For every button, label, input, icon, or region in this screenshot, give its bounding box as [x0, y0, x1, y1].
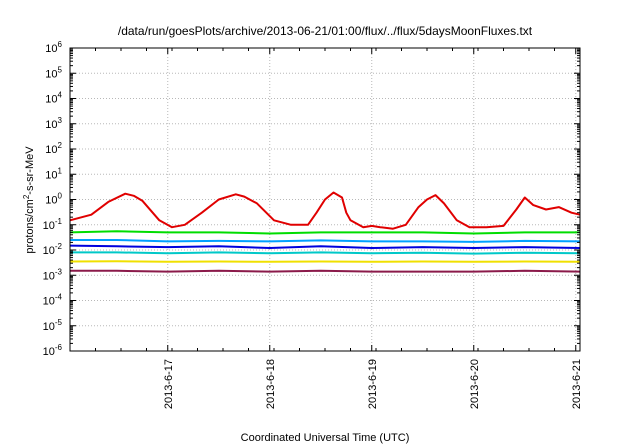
y-tick-label: 104 [45, 91, 62, 106]
y-tick-label: 10-3 [43, 267, 63, 282]
x-axis: 2013-6-17 2013-6-18 2013-6-19 2013-6-20 2013… [69, 48, 583, 409]
y-axis-label: protons/cm2-s-sr-MeV [22, 146, 36, 254]
x-tick-label: 2013-6-20 [469, 359, 481, 409]
y-axis: 10-6 10-5 10-4 10-3 10-2 10-1 100 101 102 103 104 1… [43, 40, 580, 358]
y-tick-label: 105 [45, 65, 62, 80]
series-line [70, 239, 581, 243]
y-tick-label: 101 [45, 166, 62, 181]
x-tick-label: 2013-6-18 [265, 359, 277, 409]
series-line [69, 191, 581, 230]
series-layer [69, 191, 581, 273]
y-tick-label: 103 [45, 116, 62, 131]
y-tick-label: 102 [45, 141, 62, 156]
series-line [69, 260, 581, 263]
series-line [69, 244, 581, 249]
y-tick-label: 10-4 [43, 293, 63, 308]
series-line [70, 251, 581, 255]
y-tick-label: 10-2 [43, 242, 63, 257]
y-tick-label: 10-5 [43, 318, 63, 333]
series-line [69, 230, 580, 235]
y-tick-label: 106 [45, 40, 62, 55]
x-tick-label: 2013-6-17 [163, 359, 175, 409]
x-tick-label: 2013-6-21 [571, 359, 583, 409]
y-tick-label: 10-1 [43, 217, 63, 232]
y-tick-label: 100 [45, 192, 62, 207]
y-tick-label: 10-6 [43, 343, 63, 358]
x-axis-label: Coordinated Universal Time (UTC) [241, 432, 410, 444]
x-tick-label: 2013-6-19 [367, 359, 379, 409]
series-line [70, 269, 581, 273]
chart-title: /data/run/goesPlots/archive/2013-06-21/0… [118, 24, 533, 38]
